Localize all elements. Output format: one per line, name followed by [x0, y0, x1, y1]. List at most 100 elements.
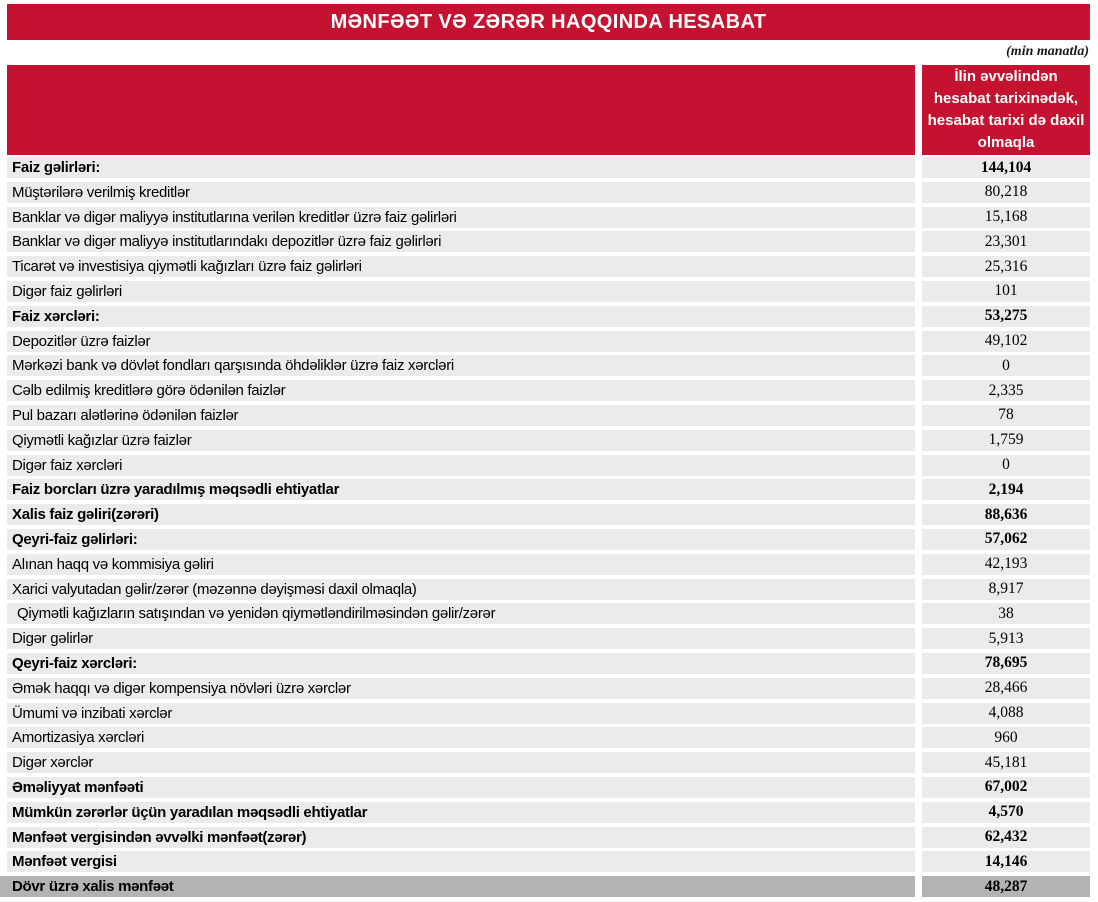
row-value: 23,301	[922, 231, 1090, 253]
row-label: Cəlb edilmiş kreditlərə görə ödənilən fa…	[7, 380, 915, 402]
column-gap	[915, 851, 922, 873]
column-gap	[915, 330, 922, 352]
column-gap	[915, 553, 922, 575]
row-value: 28,466	[922, 677, 1090, 699]
column-gap	[915, 206, 922, 228]
row-label: Faiz xərcləri:	[7, 305, 915, 327]
row-label: Əmək haqqı və digər kompensiya növləri ü…	[7, 677, 915, 699]
column-gap	[915, 727, 922, 749]
table-row: Mənfəət vergisi 14,146	[7, 851, 1098, 873]
row-label: Faiz gəlirləri:	[7, 157, 915, 178]
table-row: Banklar və digər maliyyə institutlarına …	[7, 206, 1098, 228]
table-row: Pul bazarı alətlərinə ödənilən faizlər 78	[7, 404, 1098, 426]
column-gap	[915, 181, 922, 203]
row-value: 42,193	[922, 553, 1090, 575]
table-header-row: İlin əvvəlindən hesabat tarixinədək, hes…	[7, 65, 1098, 155]
table-row: Ticarət və investisiya qiymətli kağızlar…	[7, 256, 1098, 278]
row-value: 5,913	[922, 628, 1090, 650]
row-label: Əməliyyat mənfəəti	[7, 776, 915, 798]
row-label: Mərkəzi bank və dövlət fondları qarşısın…	[7, 355, 915, 377]
table-row: Xarici valyutadan gəlir/zərər (məzənnə d…	[7, 578, 1098, 600]
column-gap	[915, 454, 922, 476]
row-value: 0	[922, 355, 1090, 377]
table-row: Digər xərclər 45,181	[7, 752, 1098, 774]
column-gap	[915, 380, 922, 402]
table-row: Banklar və digər maliyyə institutlarında…	[7, 231, 1098, 253]
row-label: Digər faiz gəlirləri	[7, 280, 915, 302]
report-title: MƏNFƏƏT VƏ ZƏRƏR HAQQINDA HESABAT	[330, 10, 767, 33]
table-row: Mənfəət vergisindən əvvəlki mənfəət(zərə…	[7, 826, 1098, 848]
row-label: Ticarət və investisiya qiymətli kağızlar…	[7, 256, 915, 278]
table-row: Ümumi və inzibati xərclər 4,088	[7, 702, 1098, 724]
table-row: Faiz xərcləri: 53,275	[7, 305, 1098, 327]
row-label: Xarici valyutadan gəlir/zərər (məzənnə d…	[7, 578, 915, 600]
column-gap	[915, 826, 922, 848]
table-row: Qiymətli kağızlar üzrə faizlər 1,759	[7, 429, 1098, 451]
column-gap	[915, 256, 922, 278]
column-gap	[915, 157, 922, 178]
row-value: 57,062	[922, 528, 1090, 550]
row-label: Digər xərclər	[7, 752, 915, 774]
column-gap	[915, 65, 922, 155]
table-row: Qeyri-faiz xərcləri: 78,695	[7, 652, 1098, 674]
row-value: 78	[922, 404, 1090, 426]
table-row: Müştərilərə verilmiş kreditlər 80,218	[7, 181, 1098, 203]
row-label: Ümumi və inzibati xərclər	[7, 702, 915, 724]
column-gap	[915, 429, 922, 451]
row-label: Mənfəət vergisi	[7, 851, 915, 873]
row-label: Banklar və digər maliyyə institutlarında…	[7, 231, 915, 253]
row-label: Amortizasiya xərcləri	[7, 727, 915, 749]
table-row: Faiz gəlirləri: 144,104	[7, 157, 1098, 178]
row-value: 80,218	[922, 181, 1090, 203]
row-value: 78,695	[922, 652, 1090, 674]
column-gap	[915, 702, 922, 724]
row-label: Mənfəət vergisindən əvvəlki mənfəət(zərə…	[7, 826, 915, 848]
row-label: Banklar və digər maliyyə institutlarına …	[7, 206, 915, 228]
row-value: 25,316	[922, 256, 1090, 278]
pl-table: İlin əvvəlindən hesabat tarixinədək, hes…	[0, 65, 1098, 898]
unit-note: (min manatla)	[1006, 44, 1089, 59]
row-value: 62,432	[922, 826, 1090, 848]
table-row: Amortizasiya xərcləri 960	[7, 727, 1098, 749]
row-label: Xalis faiz gəliri(zərəri)	[7, 504, 915, 526]
table-row: Digər faiz xərcləri 0	[7, 454, 1098, 476]
table-row: Digər faiz gəlirləri 101	[7, 280, 1098, 302]
row-label: Müştərilərə verilmiş kreditlər	[7, 181, 915, 203]
row-value: 53,275	[922, 305, 1090, 327]
row-value: 49,102	[922, 330, 1090, 352]
table-row: Əmək haqqı və digər kompensiya növləri ü…	[7, 677, 1098, 699]
column-gap	[915, 578, 922, 600]
row-value: 4,570	[922, 801, 1090, 823]
row-label: Faiz borcları üzrə yaradılmış məqsədli e…	[7, 479, 915, 501]
row-label: Digər gəlirlər	[7, 628, 915, 650]
table-row: Xalis faiz gəliri(zərəri) 88,636	[7, 504, 1098, 526]
row-value: 4,088	[922, 702, 1090, 724]
table-row: Depozitlər üzrə faizlər 49,102	[7, 330, 1098, 352]
column-gap	[915, 528, 922, 550]
row-label: Qiymətli kağızlar üzrə faizlər	[7, 429, 915, 451]
column-gap	[915, 603, 922, 625]
row-label: Digər faiz xərcləri	[7, 454, 915, 476]
row-value: 1,759	[922, 429, 1090, 451]
row-label: Dövr üzrə xalis mənfəət	[0, 876, 915, 898]
column-gap	[915, 231, 922, 253]
row-value: 8,917	[922, 578, 1090, 600]
row-value: 38	[922, 603, 1090, 625]
table-row: Mümkün zərərlər üçün yaradılan məqsədli …	[7, 801, 1098, 823]
row-label: Qeyri-faiz xərcləri:	[7, 652, 915, 674]
column-gap	[915, 355, 922, 377]
table-row: Alınan haqq və kommisiya gəliri 42,193	[7, 553, 1098, 575]
row-value: 101	[922, 280, 1090, 302]
report-title-bar: MƏNFƏƏT VƏ ZƏRƏR HAQQINDA HESABAT	[7, 4, 1090, 40]
row-value: 45,181	[922, 752, 1090, 774]
column-gap	[915, 305, 922, 327]
row-label: Alınan haqq və kommisiya gəliri	[7, 553, 915, 575]
row-label: Qeyri-faiz gəlirləri:	[7, 528, 915, 550]
column-gap	[915, 876, 922, 898]
row-value: 67,002	[922, 776, 1090, 798]
table-row: Mərkəzi bank və dövlət fondları qarşısın…	[7, 355, 1098, 377]
row-value: 0	[922, 454, 1090, 476]
table-header-empty-cell	[7, 65, 915, 155]
table-row: Qiymətli kağızların satışından və yenidə…	[7, 603, 1098, 625]
row-value: 960	[922, 727, 1090, 749]
